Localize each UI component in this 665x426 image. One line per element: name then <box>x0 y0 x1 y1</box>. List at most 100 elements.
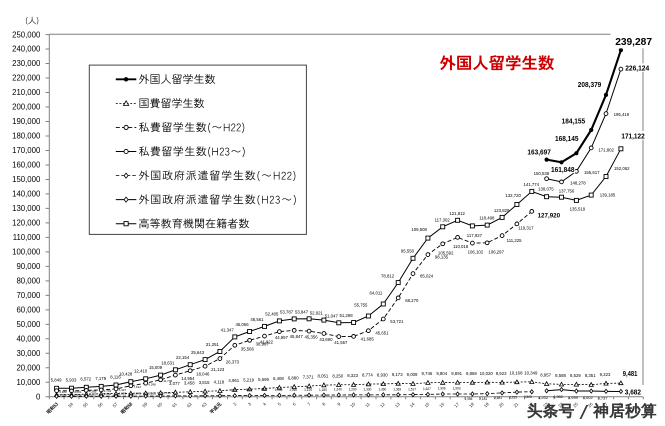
svg-text:41,557: 41,557 <box>334 340 348 345</box>
svg-text:3,077: 3,077 <box>169 381 180 386</box>
svg-text:4,961: 4,961 <box>228 378 239 383</box>
svg-text:8,051: 8,051 <box>318 374 329 379</box>
svg-text:45,847: 45,847 <box>290 334 304 339</box>
svg-text:8,930: 8,930 <box>377 372 388 377</box>
svg-text:11: 11 <box>364 401 371 408</box>
svg-text:53,721: 53,721 <box>390 319 404 324</box>
svg-text:106,102: 106,102 <box>468 250 484 255</box>
svg-text:9,223: 9,223 <box>600 372 611 377</box>
svg-text:19: 19 <box>483 401 490 408</box>
svg-text:45,651: 45,651 <box>375 331 389 336</box>
svg-text:210,000: 210,000 <box>12 88 41 97</box>
svg-text:35,566: 35,566 <box>241 346 255 351</box>
svg-text:8,957: 8,957 <box>540 372 551 377</box>
svg-text:4,702: 4,702 <box>104 389 112 393</box>
svg-text:1,903: 1,903 <box>453 387 461 391</box>
svg-text:226,124: 226,124 <box>625 64 649 73</box>
svg-text:148,278: 148,278 <box>570 181 586 186</box>
svg-text:132,720: 132,720 <box>505 193 521 198</box>
svg-text:105,592: 105,592 <box>438 250 454 255</box>
svg-text:139,185: 139,185 <box>600 193 616 198</box>
svg-text:7: 7 <box>306 401 312 407</box>
svg-text:239,287: 239,287 <box>615 37 652 48</box>
svg-text:1,827: 1,827 <box>89 392 97 396</box>
svg-text:150,538: 150,538 <box>534 171 550 176</box>
svg-text:51,047: 51,047 <box>325 313 339 318</box>
svg-text:13: 13 <box>394 401 401 408</box>
svg-text:7,371: 7,371 <box>303 375 314 380</box>
svg-text:4,051: 4,051 <box>74 390 82 394</box>
svg-text:1,120: 1,120 <box>304 388 312 392</box>
svg-text:119,317: 119,317 <box>518 225 534 230</box>
svg-text:1,552: 1,552 <box>74 393 82 397</box>
svg-text:152,062: 152,062 <box>614 166 630 171</box>
svg-text:5,849: 5,849 <box>51 378 62 383</box>
svg-text:20: 20 <box>498 401 505 408</box>
svg-text:55,755: 55,755 <box>354 303 368 308</box>
svg-text:940: 940 <box>261 388 266 392</box>
svg-text:9,869: 9,869 <box>466 371 477 376</box>
svg-text:18: 18 <box>468 401 475 408</box>
svg-text:27: 27 <box>602 401 609 408</box>
svg-text:0: 0 <box>36 393 41 402</box>
svg-text:171,802: 171,802 <box>598 148 614 153</box>
svg-text:4,118: 4,118 <box>214 379 225 384</box>
svg-text:240,000: 240,000 <box>12 45 41 54</box>
svg-text:6,880: 6,880 <box>288 375 299 380</box>
svg-text:6,408: 6,408 <box>273 376 284 381</box>
svg-text:1,360: 1,360 <box>378 388 386 392</box>
svg-text:41,685: 41,685 <box>361 336 375 341</box>
svg-text:127,920: 127,920 <box>538 213 561 220</box>
svg-text:26: 26 <box>587 401 594 408</box>
svg-text:8,774: 8,774 <box>362 373 373 378</box>
svg-text:111,225: 111,225 <box>507 238 523 243</box>
svg-text:52,921: 52,921 <box>310 311 324 316</box>
svg-text:200,000: 200,000 <box>12 103 41 112</box>
svg-text:1,000: 1,000 <box>274 388 282 392</box>
svg-text:4,202: 4,202 <box>538 395 549 400</box>
svg-text:5: 5 <box>277 401 283 407</box>
svg-text:9: 9 <box>336 401 342 407</box>
svg-text:12: 12 <box>379 401 386 408</box>
svg-text:109,508: 109,508 <box>411 227 427 232</box>
svg-text:121,812: 121,812 <box>449 211 465 216</box>
svg-text:2,716: 2,716 <box>163 391 171 395</box>
svg-text:10,000: 10,000 <box>16 378 41 387</box>
svg-text:20,000: 20,000 <box>16 364 41 373</box>
svg-text:4,180: 4,180 <box>59 390 67 394</box>
svg-text:41,347: 41,347 <box>221 327 235 332</box>
svg-text:21,123: 21,123 <box>211 367 225 372</box>
svg-text:10,020: 10,020 <box>480 371 494 376</box>
svg-text:2: 2 <box>232 401 238 407</box>
svg-text:180,000: 180,000 <box>12 132 41 141</box>
svg-text:2,345: 2,345 <box>133 392 141 396</box>
svg-text:8,351: 8,351 <box>585 373 596 378</box>
svg-text:54: 54 <box>67 401 74 408</box>
svg-text:168,145: 168,145 <box>555 134 579 143</box>
svg-text:155,617: 155,617 <box>584 170 600 175</box>
svg-text:2,259: 2,259 <box>119 392 127 396</box>
svg-text:1,240: 1,240 <box>334 388 342 392</box>
svg-text:220,000: 220,000 <box>12 74 41 83</box>
svg-text:120,000: 120,000 <box>12 219 41 228</box>
svg-text:106,297: 106,297 <box>488 249 504 254</box>
svg-text:163,697: 163,697 <box>527 148 550 157</box>
svg-text:5,933: 5,933 <box>66 378 77 383</box>
svg-text:62: 62 <box>186 401 193 408</box>
svg-text:21: 21 <box>513 401 520 408</box>
svg-text:30,000: 30,000 <box>16 349 41 358</box>
svg-text:138,075: 138,075 <box>538 187 554 192</box>
svg-text:57: 57 <box>112 401 119 408</box>
svg-text:171,122: 171,122 <box>621 131 644 140</box>
svg-text:3: 3 <box>247 401 253 407</box>
svg-text:41,922: 41,922 <box>260 340 274 345</box>
svg-text:130,000: 130,000 <box>12 204 41 213</box>
svg-text:2,681: 2,681 <box>494 396 502 400</box>
svg-text:1,906: 1,906 <box>438 387 446 391</box>
svg-text:9,398: 9,398 <box>148 382 156 386</box>
svg-text:31,251: 31,251 <box>206 342 220 347</box>
svg-text:10: 10 <box>349 401 356 408</box>
svg-text:8,323: 8,323 <box>347 373 358 378</box>
svg-text:45,066: 45,066 <box>235 322 249 327</box>
svg-text:184,155: 184,155 <box>562 117 586 126</box>
